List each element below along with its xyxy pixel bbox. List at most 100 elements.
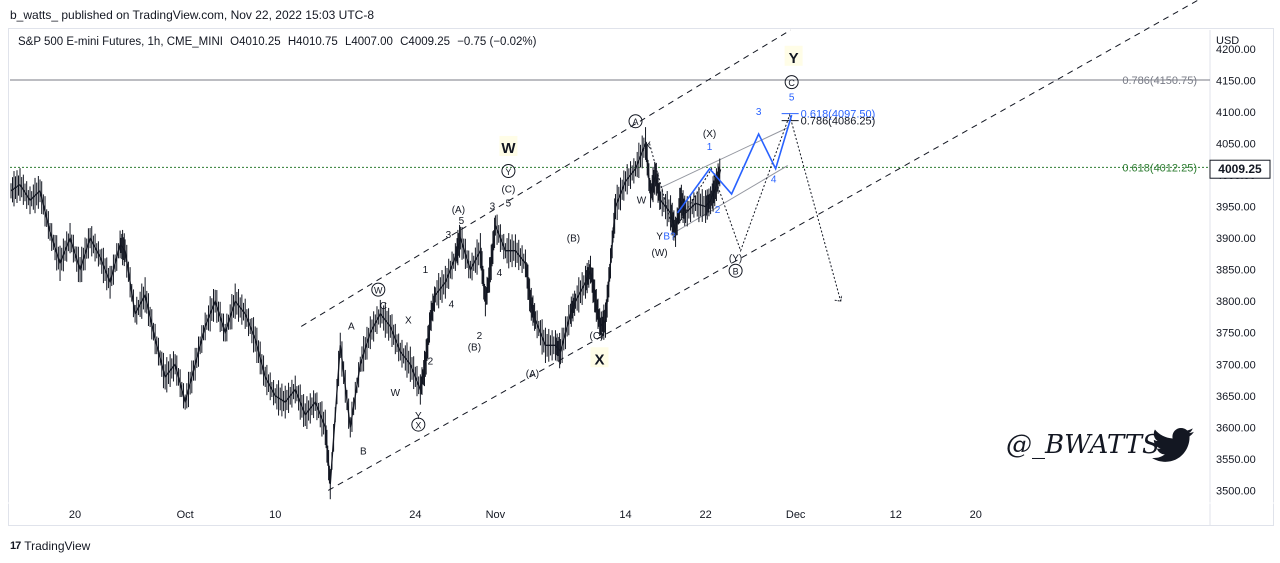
wave-label: (B) (567, 233, 580, 244)
y-tick-label: 3500.00 (1216, 485, 1256, 497)
wave-label: 3 (756, 107, 762, 118)
tradingview-logo-icon[interactable]: 17 (10, 540, 21, 552)
wave-label: W (374, 286, 383, 296)
projection-arrow-icon (834, 295, 843, 302)
x-tick-label: 24 (409, 509, 421, 521)
change-value: −0.75 (−0.02%) (457, 36, 537, 48)
wave-label: 5 (789, 93, 795, 104)
projection-path-dotted (649, 113, 842, 302)
wave-label: 2 (477, 331, 483, 342)
wave-label: A (348, 322, 355, 333)
wave-label: Y (415, 411, 422, 422)
symbol-legend: S&P 500 E-mini Futures, 1h, CME_MINI O40… (18, 36, 540, 48)
projection-path-blue (676, 114, 793, 214)
publish-info: b_watts_ published on TradingView.com, N… (10, 8, 374, 22)
x-tick-label: Oct (177, 509, 194, 521)
wave-label: (C) (501, 185, 515, 196)
x-tick-label: 12 (890, 509, 902, 521)
y-tick-label: 3850.00 (1216, 265, 1256, 277)
wave-label: Y (656, 231, 663, 242)
wave-label: (X) (703, 129, 716, 140)
y-tick-label: 3700.00 (1216, 359, 1256, 371)
wave-label-highlight (784, 45, 803, 66)
sub-channel-line (675, 165, 788, 233)
wave-label: B? (663, 231, 676, 242)
wave-label: X (405, 315, 412, 326)
twitter-bird-icon (1152, 428, 1194, 462)
y-tick-label: 3950.00 (1216, 202, 1256, 214)
wave-label: Y (789, 50, 799, 67)
wave-label-circle (628, 114, 643, 129)
wave-label: B (733, 267, 739, 277)
wave-label: 4 (771, 175, 777, 186)
x-tick-label: Nov (486, 509, 506, 521)
wave-label: 4 (497, 268, 503, 279)
symbol-name[interactable]: S&P 500 E-mini Futures, 1h, CME_MINI (18, 36, 223, 48)
wave-label: C (788, 78, 795, 88)
wave-label-circle (784, 75, 799, 90)
wave-label: (C) (590, 331, 604, 342)
wave-label: C (380, 301, 387, 312)
high-value: H4010.75 (287, 36, 338, 48)
wave-label: B (360, 446, 367, 457)
wave-label-highlight (499, 135, 518, 156)
wave-label: (W) (651, 248, 667, 259)
wave-label: 4 (449, 299, 455, 310)
wave-label: (A) (452, 205, 465, 216)
y-tick-label: 3650.00 (1216, 391, 1256, 403)
wave-label: W (391, 388, 401, 399)
price-series-line[interactable] (10, 143, 722, 485)
y-tick-label: 4050.00 (1216, 139, 1256, 151)
x-tick-label: 20 (69, 509, 81, 521)
low-value: L4007.00 (344, 36, 393, 48)
wave-label-circle (728, 263, 743, 278)
wave-label: 1 (707, 142, 713, 153)
wave-label: 2 (715, 205, 721, 216)
chart-frame (8, 28, 1274, 526)
x-tick-label: 22 (699, 509, 711, 521)
wave-label-circle (411, 417, 426, 432)
wave-label: 5 (459, 216, 465, 227)
y-tick-label: 3900.00 (1216, 233, 1256, 245)
wave-label: A (633, 117, 639, 127)
y-tick-label: 3550.00 (1216, 454, 1256, 466)
last-price-badge (1209, 159, 1271, 179)
fib-line-label: 0.786(4150.75) (1122, 75, 1197, 87)
wave-label: (B) (468, 342, 481, 353)
brand-name[interactable]: TradingView (24, 539, 91, 553)
y-tick-label: 3750.00 (1216, 328, 1256, 340)
wave-label: 3 (490, 202, 496, 213)
wave-label: Y (505, 167, 511, 177)
wave-label: (A) (526, 369, 539, 380)
wave-label: X (415, 421, 421, 431)
wave-label: W (501, 140, 516, 157)
footer: 17 TradingView (10, 539, 90, 553)
trend-channel-line (300, 29, 791, 327)
wave-label-circle (371, 282, 386, 297)
open-value: O4010.25 (230, 36, 281, 48)
x-tick-label: 10 (269, 509, 281, 521)
fib-line-label: 0.618(4012.25) (1122, 162, 1197, 174)
wave-label: (Y) (729, 253, 742, 264)
x-tick-label: Dec (786, 509, 806, 521)
wave-label: X (594, 351, 604, 368)
author-watermark: @_BWATTS_ (1006, 430, 1173, 460)
wave-label: 1 (423, 265, 429, 276)
x-tick-label: 14 (619, 509, 631, 521)
y-tick-label: 4100.00 (1216, 107, 1256, 119)
wave-label: X (644, 141, 651, 152)
trend-channel-line (655, 0, 1200, 307)
close-value: C4009.25 (400, 36, 450, 48)
wave-label: 3 (446, 230, 452, 241)
y-tick-label: 4150.00 (1216, 75, 1256, 87)
y-tick-label: 4200.00 (1216, 44, 1256, 56)
wave-label: 2 (428, 356, 434, 367)
fib-level-label: 0.786(4086.25) (801, 116, 876, 128)
fib-level-label: 0.618(4097.50) (801, 109, 876, 121)
wave-label: W (637, 195, 647, 206)
y-tick-label: 3800.00 (1216, 296, 1256, 308)
sub-channel-line (660, 127, 788, 189)
currency-label: USD (1216, 35, 1240, 47)
wave-label-circle (501, 164, 516, 179)
